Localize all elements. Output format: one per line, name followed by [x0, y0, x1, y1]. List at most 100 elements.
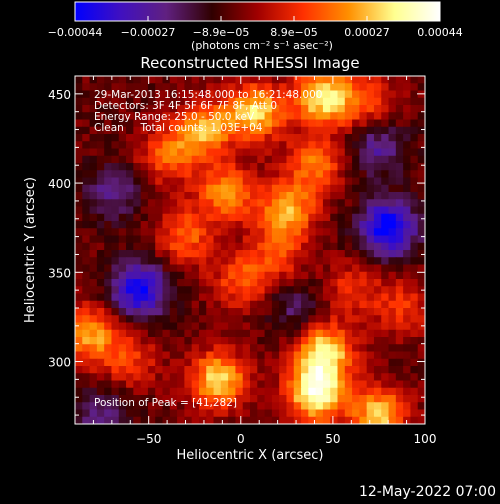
heatmap-cell — [388, 126, 397, 135]
heatmap-cell — [82, 177, 91, 186]
heatmap-cell — [220, 76, 229, 84]
heatmap-cell — [75, 257, 83, 266]
heatmap-cell — [198, 358, 207, 367]
heatmap-cell — [162, 184, 171, 193]
heatmap-cell — [228, 416, 237, 424]
heatmap-cell — [330, 387, 339, 396]
heatmap-cell — [271, 380, 280, 389]
heatmap-cell — [96, 141, 105, 150]
heatmap-cell — [352, 141, 360, 150]
heatmap-cell — [155, 257, 164, 266]
heatmap-cell — [235, 206, 244, 215]
heatmap-cell — [133, 170, 142, 179]
heatmap-cell — [366, 409, 375, 418]
heatmap-cell — [264, 134, 273, 142]
heatmap-cell — [359, 119, 368, 128]
heatmap-cell — [366, 416, 375, 424]
heatmap-cell — [366, 250, 375, 258]
heatmap-cell — [162, 300, 171, 309]
heatmap-cell — [191, 351, 200, 360]
heatmap-cell — [213, 279, 222, 287]
heatmap-cell — [104, 90, 113, 99]
heatmap-cell — [126, 148, 134, 157]
heatmap-cell — [147, 337, 156, 345]
heatmap-cell — [403, 315, 412, 324]
heatmap-cell — [264, 250, 273, 258]
heatmap-cell — [242, 395, 251, 403]
heatmap-cell — [271, 141, 280, 150]
heatmap-cell — [111, 257, 120, 266]
heatmap-cell — [235, 235, 244, 244]
heatmap-cell — [162, 141, 171, 150]
heatmap-cell — [301, 300, 309, 309]
heatmap-cell — [337, 105, 346, 113]
heatmap-cell — [417, 402, 425, 411]
heatmap-cell — [308, 97, 317, 106]
heatmap-cell — [271, 184, 280, 193]
heatmap-cell — [184, 373, 193, 382]
heatmap-cell — [104, 206, 113, 215]
heatmap-cell — [96, 228, 105, 237]
heatmap-cell — [82, 308, 91, 316]
heatmap-cell — [104, 387, 113, 396]
heatmap-cell — [111, 213, 120, 222]
heatmap-cell — [155, 83, 164, 92]
heatmap-cell — [279, 387, 288, 396]
heatmap-cell — [330, 184, 339, 193]
heatmap-cell — [410, 315, 419, 324]
heatmap-cell — [410, 358, 419, 367]
heatmap-cell — [286, 206, 295, 215]
heatmap-cell — [330, 221, 339, 229]
heatmap-cell — [169, 250, 178, 258]
heatmap-cell — [344, 221, 353, 229]
heatmap-cell — [388, 329, 397, 338]
heatmap-cell — [264, 264, 273, 273]
heatmap-cell — [162, 76, 171, 84]
heatmap-cell — [206, 206, 215, 215]
heatmap-cell — [235, 409, 244, 418]
heatmap-cell — [344, 351, 353, 360]
heatmap-cell — [410, 221, 419, 229]
heatmap-cell — [162, 344, 171, 353]
heatmap-cell — [206, 257, 215, 266]
heatmap-cell — [315, 344, 324, 353]
heatmap-cell — [293, 300, 302, 309]
heatmap-cell — [271, 402, 280, 411]
heatmap-cell — [403, 235, 412, 244]
heatmap-cell — [169, 351, 178, 360]
heatmap-cell — [82, 358, 91, 367]
heatmap-cell — [104, 155, 113, 164]
heatmap-cell — [191, 373, 200, 382]
heatmap-cell — [344, 184, 353, 193]
heatmap-cell — [301, 221, 309, 229]
heatmap-cell — [315, 105, 324, 113]
heatmap-cell — [279, 199, 288, 208]
heatmap-cell — [111, 134, 120, 142]
heatmap-cell — [373, 409, 382, 418]
heatmap-cell — [352, 192, 360, 200]
heatmap-cell — [352, 329, 360, 338]
heatmap-cell — [235, 112, 244, 121]
heatmap-cell — [228, 351, 237, 360]
heatmap-cell — [293, 235, 302, 244]
heatmap-cell — [330, 308, 339, 316]
heatmap-cell — [155, 351, 164, 360]
heatmap-cell — [330, 206, 339, 215]
heatmap-cell — [242, 228, 251, 237]
heatmap-cell — [366, 235, 375, 244]
heatmap-cell — [206, 134, 215, 142]
heatmap-cell — [286, 257, 295, 266]
heatmap-cell — [162, 170, 171, 179]
heatmap-cell — [96, 105, 105, 113]
heatmap-cell — [271, 387, 280, 396]
heatmap-cell — [155, 358, 164, 367]
heatmap-cell — [169, 235, 178, 244]
y-tick-label: 450 — [48, 88, 71, 102]
heatmap-cell — [118, 213, 127, 222]
heatmap-cell — [104, 228, 113, 237]
heatmap-cell — [373, 206, 382, 215]
heatmap-cell — [373, 271, 382, 280]
heatmap-cell — [147, 250, 156, 258]
heatmap-cell — [388, 387, 397, 396]
heatmap-cell — [257, 286, 266, 295]
